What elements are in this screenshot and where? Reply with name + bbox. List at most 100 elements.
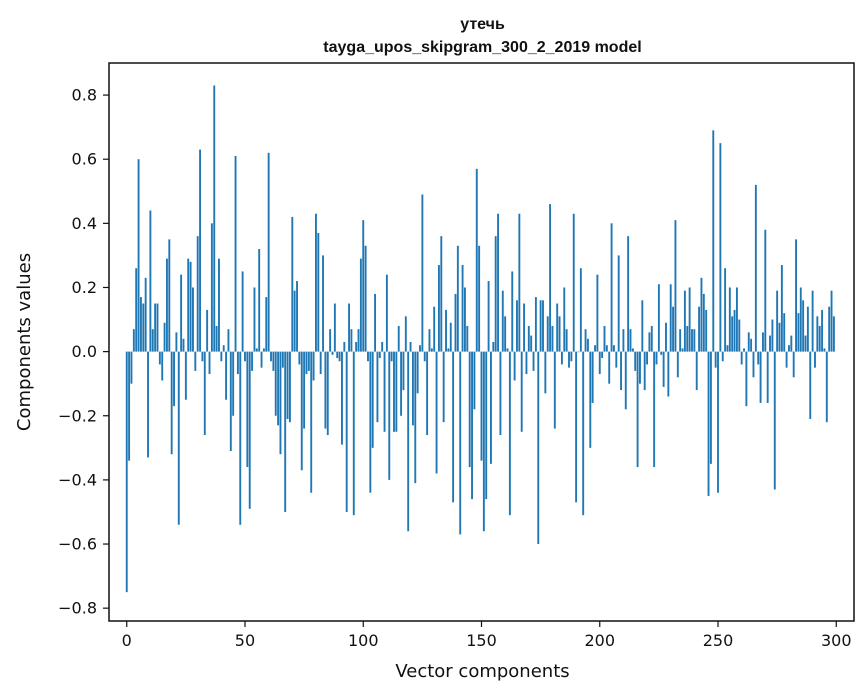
bar-149: [478, 245, 481, 352]
bar-94: [348, 303, 350, 352]
bar-2: [130, 351, 133, 384]
bar-133: [440, 236, 443, 352]
bar-96: [352, 351, 355, 516]
bar-40: [220, 351, 223, 362]
bar-92: [343, 342, 346, 352]
bar-292: [816, 316, 819, 352]
bar-64: [277, 351, 280, 426]
bar-289: [809, 351, 812, 419]
bar-173: [534, 297, 537, 352]
bar-52: [248, 351, 251, 509]
x-tick-label-300: 300: [821, 631, 852, 650]
bar-119: [407, 351, 410, 532]
bar-148: [475, 168, 478, 352]
bar-107: [378, 351, 381, 359]
bar-254: [726, 345, 729, 352]
bar-129: [430, 348, 433, 352]
bar-43: [227, 329, 230, 352]
bar-135: [445, 309, 447, 352]
bar-288: [806, 306, 809, 352]
bar-4: [135, 268, 138, 352]
bar-82: [319, 351, 322, 375]
bar-225: [657, 284, 660, 352]
bar-142: [461, 265, 464, 352]
bar-170: [527, 325, 530, 352]
bar-137: [449, 322, 452, 352]
bar-30: [196, 236, 199, 352]
bar-239: [691, 329, 693, 352]
bar-141: [459, 351, 462, 535]
bar-34: [206, 309, 209, 352]
bar-192: [579, 268, 582, 352]
bar-21: [175, 332, 178, 352]
bar-265: [752, 351, 755, 378]
bar-38: [215, 325, 218, 352]
bar-223: [653, 351, 656, 468]
bar-244: [702, 293, 705, 352]
bar-93: [345, 351, 348, 512]
x-tick-label-200: 200: [584, 631, 615, 650]
bar-143: [464, 287, 466, 352]
bar-35: [208, 351, 211, 375]
bar-195: [586, 338, 589, 352]
bar-176: [542, 300, 544, 352]
bar-276: [778, 322, 781, 352]
bar-216: [636, 351, 639, 468]
bar-178: [546, 316, 549, 352]
bar-85: [326, 351, 329, 435]
y-tick-label--0.8: −0.8: [58, 599, 97, 618]
bar-120: [409, 342, 412, 352]
bar-189: [572, 213, 575, 352]
bar-3: [132, 329, 135, 352]
bar-104: [371, 351, 374, 448]
bar-233: [676, 351, 679, 378]
y-axis: −0.8 −0.6 −0.4 −0.2 0.0 0.2 0.4 0.6 0.8: [58, 86, 109, 618]
bar-23: [180, 274, 183, 352]
bar-20: [173, 351, 175, 407]
bar-198: [594, 345, 596, 352]
bar-158: [499, 351, 502, 435]
x-tick-label-150: 150: [466, 631, 497, 650]
bar-213: [629, 329, 632, 352]
bar-197: [591, 351, 594, 403]
plot-frame: [108, 62, 855, 622]
bar-27: [189, 261, 192, 352]
bar-152: [485, 351, 488, 500]
bar-102: [367, 351, 369, 362]
bar-24: [182, 338, 185, 352]
bar-46: [234, 156, 237, 352]
bar-22: [177, 351, 180, 525]
bar-211: [624, 351, 627, 410]
bar-277: [780, 265, 783, 352]
bar-184: [560, 351, 563, 365]
bar-203: [605, 345, 608, 352]
bar-229: [667, 351, 670, 397]
bar-220: [646, 351, 648, 365]
bar-263: [747, 332, 750, 352]
bar-236: [683, 290, 686, 352]
bar-117: [402, 351, 405, 391]
bar-13: [156, 303, 159, 352]
bar-268: [759, 351, 762, 403]
bar-6: [139, 297, 142, 352]
bar-51: [246, 351, 249, 468]
bar-164: [513, 351, 516, 381]
bar-241: [695, 351, 698, 391]
bar-167: [520, 351, 523, 432]
bar-70: [291, 216, 294, 352]
bar-83: [322, 255, 324, 352]
bar-55: [255, 348, 258, 352]
bar-75: [303, 351, 306, 429]
bar-206: [613, 345, 615, 352]
bar-37: [213, 85, 216, 352]
y-tick-label--0.4: −0.4: [58, 470, 97, 489]
bar-50: [244, 351, 246, 362]
bar-212: [627, 236, 630, 352]
bar-0: [125, 351, 128, 593]
bar-112: [390, 351, 393, 362]
bar-172: [532, 351, 535, 371]
bar-162: [508, 351, 511, 516]
bar-103: [369, 351, 372, 493]
bar-105: [374, 293, 377, 352]
